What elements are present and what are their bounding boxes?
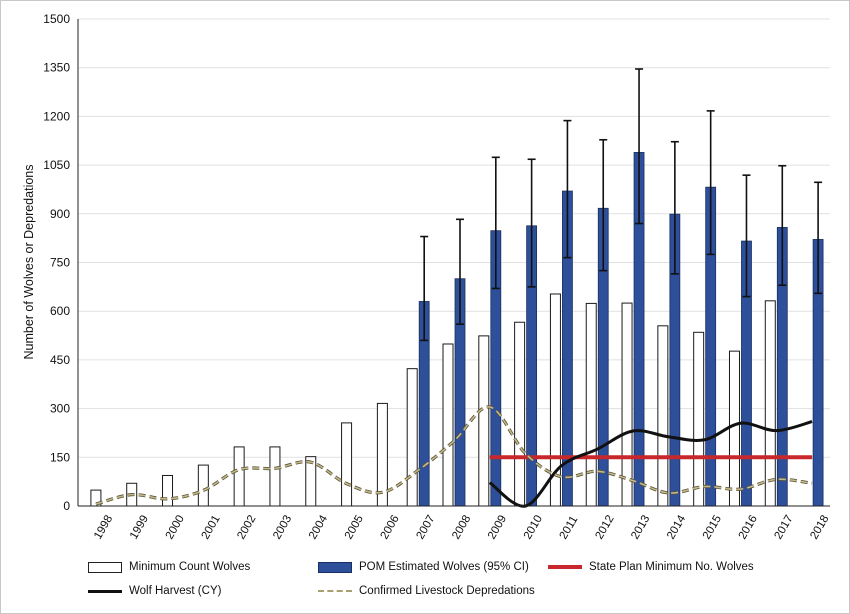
x-tick-label: 2015 xyxy=(701,513,724,541)
x-tick-label: 2008 xyxy=(450,513,473,541)
legend-label-livestock-depredations: Confirmed Livestock Depredations xyxy=(359,585,535,597)
x-tick-label: 2005 xyxy=(343,513,366,541)
bar-minimum-count xyxy=(657,325,669,507)
x-tick-label: 2013 xyxy=(629,513,652,541)
x-tick-label: 2004 xyxy=(307,513,330,542)
legend-livestock-depredations: Confirmed Livestock Depredations xyxy=(318,585,535,597)
x-tick-label: 2012 xyxy=(593,513,616,541)
legend-label-pom-estimated: POM Estimated Wolves (95% CI) xyxy=(359,561,529,573)
bar-minimum-count xyxy=(693,331,705,507)
x-tick-label: 2002 xyxy=(235,513,258,541)
bars xyxy=(90,152,824,507)
bar-minimum-count xyxy=(478,335,490,507)
y-tick-label: 1200 xyxy=(43,109,70,123)
y-tick-label: 150 xyxy=(50,450,70,464)
legend-label-wolf-harvest: Wolf Harvest (CY) xyxy=(129,585,222,597)
bar-minimum-count xyxy=(585,302,597,507)
bar-minimum-count xyxy=(514,321,526,507)
y-tick-label: 1350 xyxy=(43,61,70,75)
x-tick-label: 2011 xyxy=(558,514,581,541)
x-tick-label: 2010 xyxy=(522,513,545,541)
bar-minimum-count xyxy=(233,446,245,507)
x-tick-label: 1999 xyxy=(128,513,151,541)
bar-minimum-count xyxy=(764,300,776,507)
bar-minimum-count xyxy=(376,402,388,507)
line-livestock-depredations xyxy=(95,406,813,505)
axes xyxy=(77,19,830,507)
legend-wolf-harvest: Wolf Harvest (CY) xyxy=(88,585,221,597)
gridlines xyxy=(78,18,830,458)
y-ticks: 0 150 300 450 600 750 900 1050 1200 1350 1500 xyxy=(43,12,70,513)
legend-swatch-minimum-count xyxy=(88,561,122,573)
series-lines xyxy=(95,405,813,508)
legend-swatch-livestock-depredations xyxy=(318,590,352,592)
y-tick-label: 0 xyxy=(63,499,70,513)
y-tick-label: 1500 xyxy=(43,12,70,26)
legend-label-minimum-count: Minimum Count Wolves xyxy=(129,561,251,573)
y-tick-label: 1050 xyxy=(43,158,70,172)
bar-minimum-count xyxy=(728,350,740,507)
y-tick-label: 900 xyxy=(50,207,70,221)
bar-minimum-count xyxy=(406,368,418,507)
bar-minimum-count xyxy=(197,464,209,507)
legend-swatch-pom-estimated xyxy=(318,561,352,573)
x-tick-label: 2006 xyxy=(379,513,402,541)
legend-swatch-state-plan-minimum xyxy=(548,565,582,569)
bar-minimum-count xyxy=(305,456,317,507)
bar-minimum-count xyxy=(162,474,174,507)
x-ticks: 1998 1999 2000 2001 2002 2003 2004 2005 2006 2007… xyxy=(92,513,831,542)
bar-minimum-count xyxy=(621,302,633,507)
x-tick-label: 2009 xyxy=(486,513,509,541)
y-tick-label: 300 xyxy=(50,402,70,416)
x-tick-label: 2018 xyxy=(808,513,831,541)
y-tick-label: 750 xyxy=(50,256,70,270)
x-tick-label: 1998 xyxy=(92,513,115,541)
y-tick-label: 600 xyxy=(50,304,70,318)
bar-minimum-count xyxy=(341,422,353,507)
x-tick-label: 2001 xyxy=(200,513,223,541)
bar-minimum-count xyxy=(442,343,454,507)
x-tick-label: 2000 xyxy=(164,513,187,541)
legend-state-plan-minimum: State Plan Minimum No. Wolves xyxy=(548,561,754,573)
x-tick-label: 2017 xyxy=(772,513,795,541)
y-axis-label: Number of Wolves or Depredations xyxy=(22,165,36,360)
legend-label-state-plan-minimum: State Plan Minimum No. Wolves xyxy=(589,561,754,573)
x-tick-label: 2014 xyxy=(665,513,688,542)
legend-swatch-wolf-harvest xyxy=(88,589,122,593)
x-tick-label: 2016 xyxy=(737,513,760,541)
legend-pom-estimated: POM Estimated Wolves (95% CI) xyxy=(318,561,529,573)
error-bars xyxy=(420,68,823,342)
y-tick-label: 450 xyxy=(50,353,70,367)
bar-minimum-count xyxy=(269,446,281,507)
x-tick-label: 2007 xyxy=(414,513,437,541)
line-wolf-harvest xyxy=(488,420,813,508)
legend-minimum-count: Minimum Count Wolves xyxy=(88,561,250,573)
x-tick-label: 2003 xyxy=(271,513,294,541)
